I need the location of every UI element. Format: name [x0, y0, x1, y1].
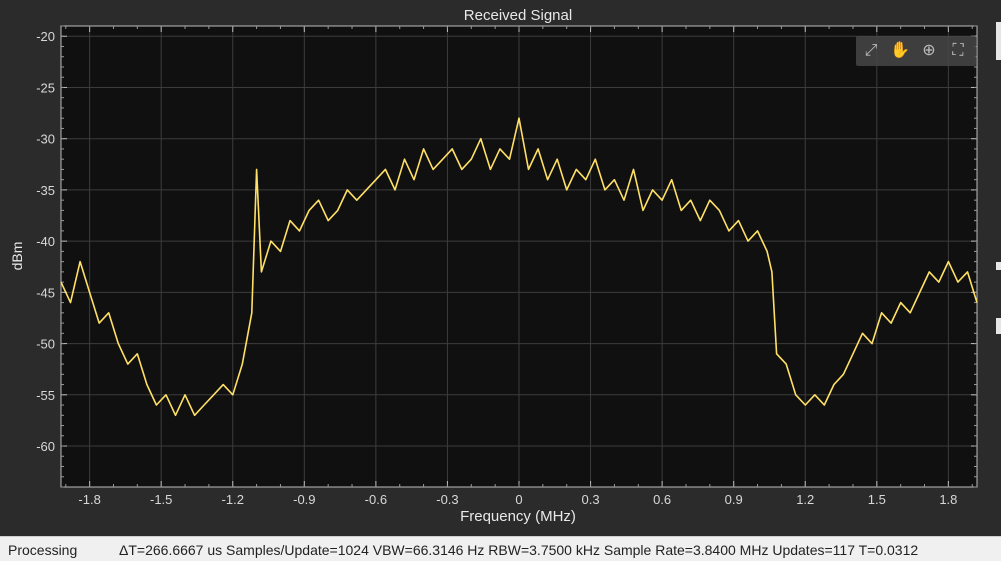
x-tick-label: -1.2: [222, 492, 244, 507]
y-tick-label: -60: [36, 439, 55, 454]
minor-ticks: [61, 25, 977, 488]
panel-tab[interactable]: [996, 22, 1001, 60]
grid: [61, 26, 977, 487]
panel-tab[interactable]: [996, 262, 1001, 270]
pan-icon[interactable]: ⤢: [864, 42, 878, 59]
x-tick-label: 0.6: [653, 492, 671, 507]
y-tick-label: -30: [36, 132, 55, 147]
x-tick-label: -0.3: [436, 492, 458, 507]
zoom-in-icon[interactable]: ⊕: [922, 42, 936, 59]
x-tick-label: 0.3: [582, 492, 600, 507]
right-panel-edge: [996, 0, 1001, 532]
y-tick-label: -35: [36, 183, 55, 198]
x-tick-label: -0.6: [365, 492, 387, 507]
panel-tab[interactable]: [996, 318, 1001, 334]
y-axis-label: dBm: [9, 242, 25, 271]
y-tick-label: -40: [36, 234, 55, 249]
y-tick-label: -45: [36, 285, 55, 300]
x-tick-label: -1.8: [78, 492, 100, 507]
spectrum-plot: -1.8 -1.5 -1.2 -0.9 -0.6 -0.3 0 0.3 0.6 0.9 1.2 1.5…: [9, 7, 978, 525]
x-tick-label: 0: [515, 492, 522, 507]
y-tick-label: -55: [36, 388, 55, 403]
x-tick-label: 0.9: [725, 492, 743, 507]
status-bar: Processing ΔT=266.6667 us Samples/Update…: [0, 536, 1001, 561]
fit-icon[interactable]: ⛶: [952, 42, 964, 59]
x-tick-label: 1.2: [796, 492, 814, 507]
y-tick-label: -25: [36, 80, 55, 95]
x-tick-label: 1.8: [939, 492, 957, 507]
x-tick-label: -1.5: [150, 492, 172, 507]
x-tick-label: 1.5: [868, 492, 886, 507]
x-tick-label: -0.9: [293, 492, 315, 507]
tick-labels: -1.8 -1.5 -1.2 -0.9 -0.6 -0.3 0 0.3 0.6 0.9 1.2 1.5…: [36, 29, 957, 507]
y-tick-label: -50: [36, 337, 55, 352]
x-axis-label: Frequency (MHz): [460, 508, 576, 525]
series-layer: [60, 117, 978, 417]
spectrum-trace: [60, 117, 978, 417]
hand-icon[interactable]: ✋: [890, 42, 910, 59]
status-state: Processing: [8, 542, 78, 558]
chart-title: Received Signal: [464, 7, 572, 24]
plot-toolbar: ⤢ ✋ ⊕ ⛶: [856, 36, 976, 66]
y-tick-label: -20: [36, 29, 55, 44]
status-details: ΔT=266.6667 us Samples/Update=1024 VBW=6…: [119, 542, 919, 558]
